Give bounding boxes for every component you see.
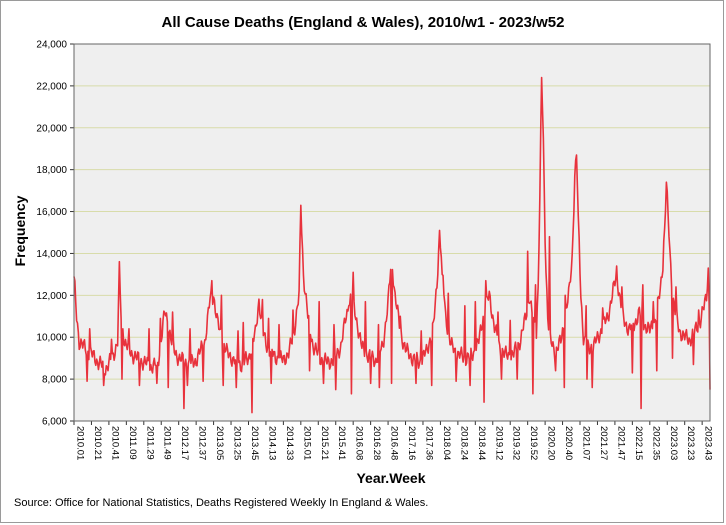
series-line: [73, 76, 711, 414]
y-tick-label: 24,000: [36, 40, 67, 51]
x-tick-label: 2012.37: [197, 426, 208, 460]
x-tick-label: 2019.32: [511, 426, 522, 460]
x-axis-label: Year.Week: [356, 470, 426, 486]
x-tick-label: 2022.15: [633, 426, 644, 460]
plot-border: [73, 43, 711, 422]
x-tick-label: 2019.12: [493, 426, 504, 460]
x-tick-label: 2017.16: [406, 426, 417, 460]
x-tick-label: 2017.36: [423, 426, 434, 460]
x-tick-label: 2011.09: [127, 426, 138, 460]
y-axis: 6,000 8,000 10,000 12,000 14,000 16,000 18,000…: [36, 40, 74, 428]
y-tick-label: 6,000: [42, 417, 67, 428]
source-note: Source: Office for National Statistics, …: [14, 497, 429, 509]
y-tick-label: 12,000: [36, 291, 67, 302]
x-axis: 2010.01 2010.21 2010.41 2011.09 2011.29 2011.…: [73, 421, 714, 460]
x-tick-label: 2013.45: [249, 426, 260, 460]
x-tick-label: 2013.05: [214, 426, 225, 460]
y-axis-label: Frequency: [12, 195, 28, 267]
x-tick-label: 2010.01: [75, 426, 86, 460]
y-tick-label: 22,000: [36, 81, 67, 92]
x-tick-label: 2012.17: [179, 426, 190, 460]
x-tick-label: 2020.20: [546, 426, 557, 460]
x-tick-label: 2023.23: [685, 426, 696, 460]
x-tick-label: 2014.13: [266, 426, 277, 460]
y-tick-label: 18,000: [36, 165, 67, 176]
x-tick-label: 2013.25: [232, 426, 243, 460]
x-tick-label: 2010.41: [109, 426, 120, 460]
x-tick-label: 2021.07: [581, 426, 592, 460]
x-tick-label: 2023.03: [668, 426, 679, 460]
x-tick-label: 2019.52: [528, 426, 539, 460]
x-tick-label: 2015.01: [301, 426, 312, 460]
x-tick-label: 2015.21: [319, 426, 330, 460]
x-tick-label: 2014.33: [284, 426, 295, 460]
y-tick-label: 16,000: [36, 207, 67, 218]
x-tick-label: 2015.41: [336, 426, 347, 460]
x-tick-label: 2016.08: [354, 426, 365, 460]
x-tick-label: 2022.35: [650, 426, 661, 460]
y-tick-label: 10,000: [36, 333, 67, 344]
x-tick-label: 2018.04: [441, 426, 452, 460]
x-tick-label: 2020.40: [563, 426, 574, 460]
y-tick-label: 20,000: [36, 123, 67, 134]
x-tick-label: 2011.49: [162, 426, 173, 460]
x-tick-label: 2010.21: [92, 426, 103, 460]
y-tick-label: 8,000: [42, 375, 67, 386]
chart-title: All Cause Deaths (England & Wales), 2010…: [161, 14, 565, 31]
x-tick-label: 2018.24: [458, 426, 469, 460]
x-tick-label: 2011.29: [144, 426, 155, 460]
x-tick-label: 2023.43: [703, 426, 714, 460]
x-tick-label: 2021.47: [615, 426, 626, 460]
x-tick-label: 2018.44: [476, 426, 487, 460]
y-tick-label: 14,000: [36, 249, 67, 260]
x-tick-label: 2021.27: [598, 426, 609, 460]
x-tick-label: 2016.28: [371, 426, 382, 460]
x-tick-label: 2016.48: [389, 426, 400, 460]
